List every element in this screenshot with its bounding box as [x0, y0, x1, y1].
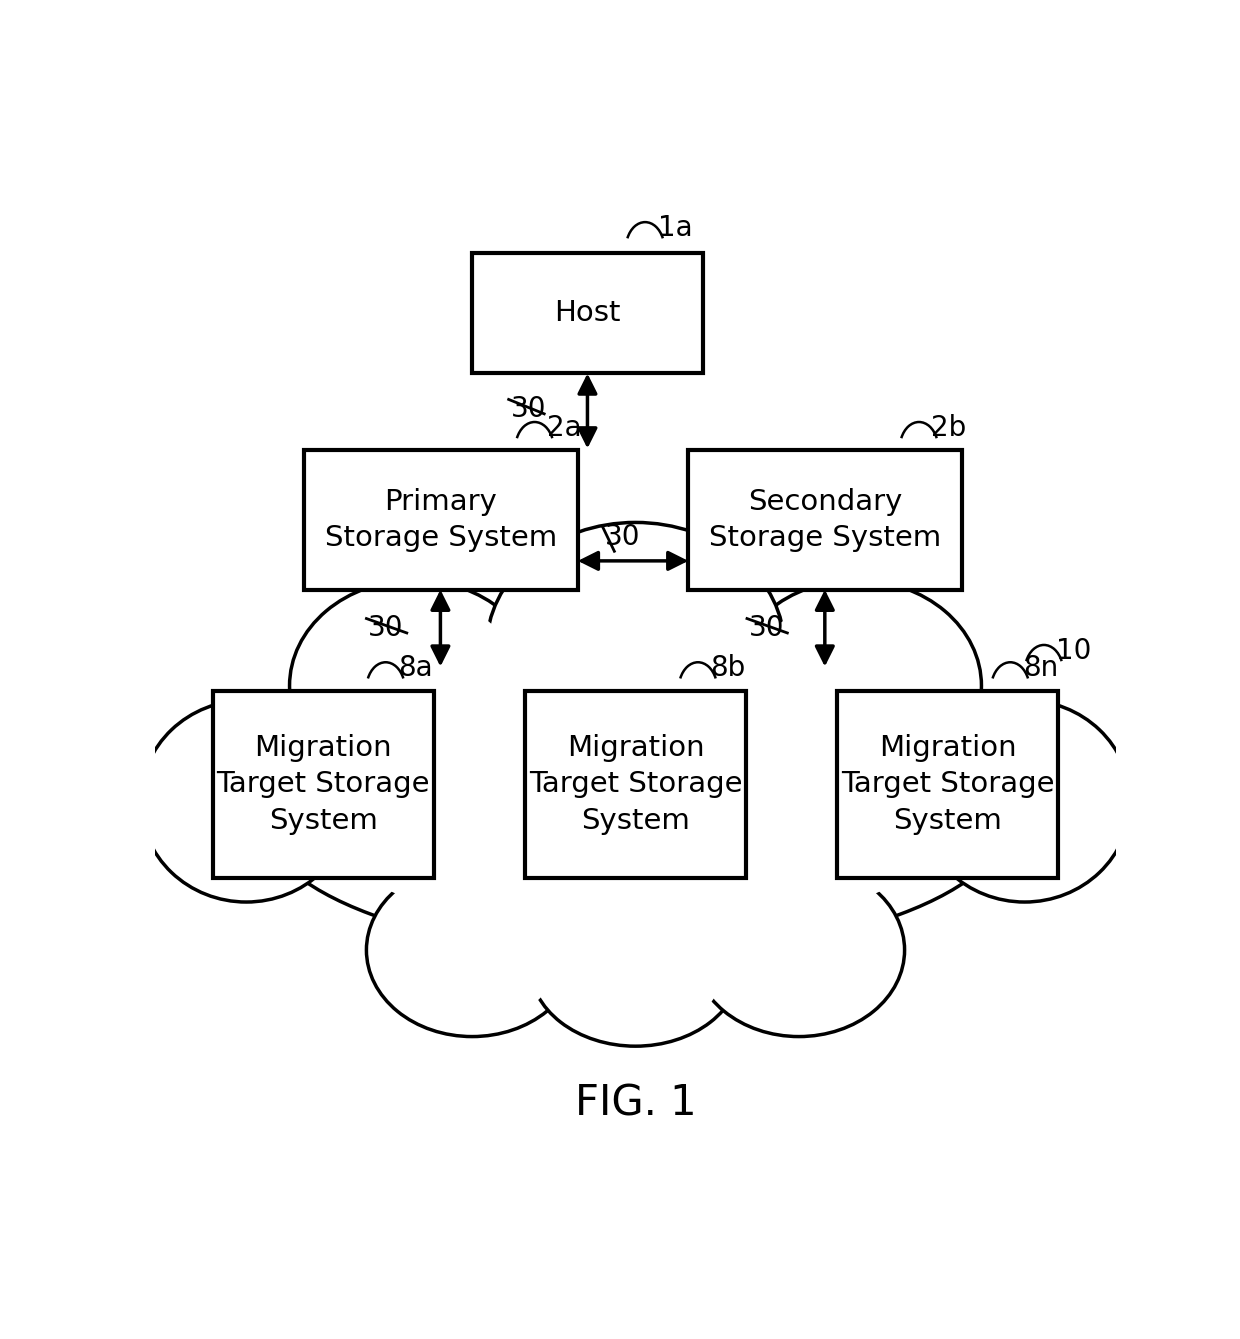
Text: Primary
Storage System: Primary Storage System — [325, 487, 557, 553]
Text: 10: 10 — [1056, 636, 1091, 664]
Ellipse shape — [529, 882, 742, 1046]
Ellipse shape — [309, 596, 521, 775]
Bar — [525, 691, 746, 878]
Ellipse shape — [919, 700, 1131, 902]
Ellipse shape — [156, 715, 336, 886]
Text: 30: 30 — [368, 615, 404, 643]
Bar — [213, 691, 434, 878]
Text: 1a: 1a — [657, 214, 692, 242]
Text: Migration
Target Storage
System: Migration Target Storage System — [841, 734, 1054, 836]
Ellipse shape — [935, 715, 1115, 886]
Bar — [837, 691, 1058, 878]
Text: 8b: 8b — [711, 653, 745, 682]
Ellipse shape — [140, 700, 352, 902]
Text: 2a: 2a — [547, 414, 582, 442]
Ellipse shape — [693, 864, 905, 1036]
Text: 30: 30 — [605, 522, 640, 550]
Bar — [304, 450, 578, 589]
Ellipse shape — [382, 877, 562, 1023]
Ellipse shape — [290, 580, 539, 791]
Text: Migration
Target Storage
System: Migration Target Storage System — [217, 734, 430, 836]
Bar — [688, 450, 962, 589]
Text: 8n: 8n — [1023, 653, 1058, 682]
Ellipse shape — [709, 877, 889, 1023]
Text: FIG. 1: FIG. 1 — [574, 1083, 697, 1125]
Text: 8a: 8a — [398, 653, 433, 682]
Text: Migration
Target Storage
System: Migration Target Storage System — [528, 734, 743, 836]
Ellipse shape — [546, 894, 725, 1034]
Ellipse shape — [486, 522, 785, 773]
Bar — [472, 253, 703, 374]
Ellipse shape — [750, 596, 962, 775]
Ellipse shape — [367, 864, 578, 1036]
Ellipse shape — [260, 676, 1011, 955]
Text: 30: 30 — [749, 615, 785, 643]
Text: 30: 30 — [511, 395, 546, 423]
Text: Secondary
Storage System: Secondary Storage System — [709, 487, 941, 553]
Ellipse shape — [732, 580, 982, 791]
Text: Host: Host — [554, 300, 621, 328]
Text: 2b: 2b — [931, 414, 967, 442]
Ellipse shape — [508, 541, 763, 754]
Ellipse shape — [317, 698, 954, 935]
